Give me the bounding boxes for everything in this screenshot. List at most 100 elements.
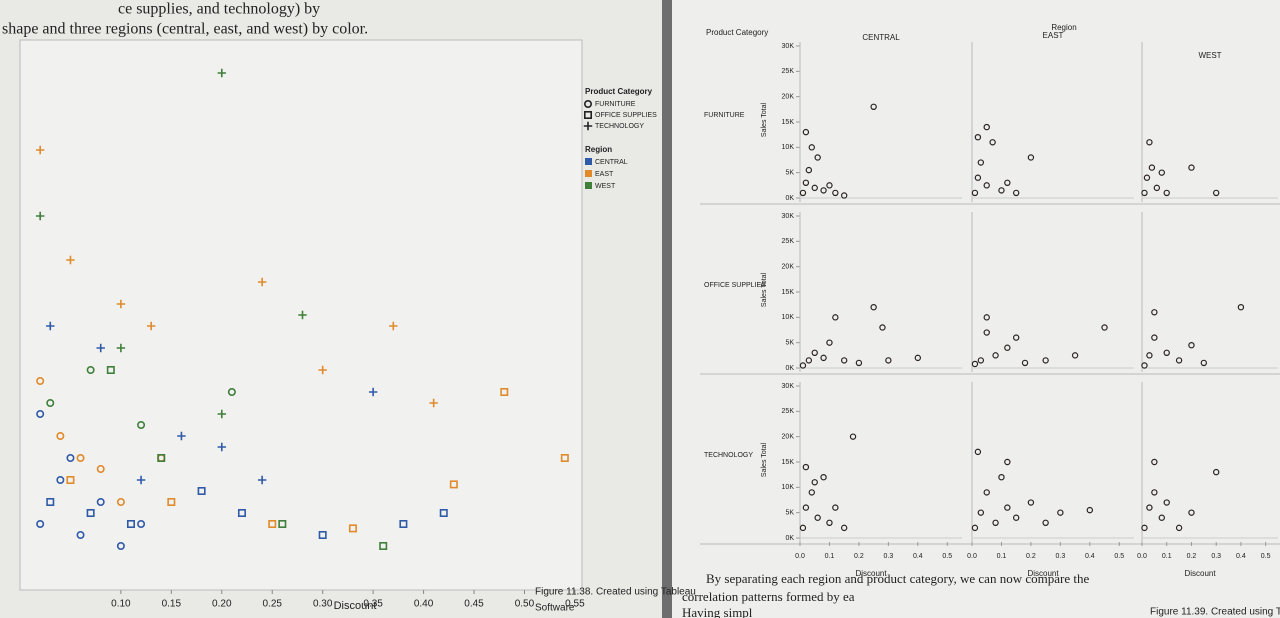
- point: [840, 192, 848, 199]
- point: [116, 299, 126, 309]
- row-header: OFFICE SUPPLIES: [704, 282, 766, 289]
- point: [974, 448, 982, 456]
- point: [1141, 362, 1148, 369]
- legend-shape: [583, 121, 593, 131]
- y-tick-label: 25K: [782, 238, 795, 245]
- x-tick-label: 0.1: [825, 553, 835, 560]
- point: [268, 519, 277, 528]
- point: [36, 519, 45, 528]
- point: [820, 474, 827, 481]
- point: [56, 431, 65, 440]
- point: [914, 354, 922, 362]
- legend-shape: [583, 100, 592, 109]
- point: [992, 519, 999, 527]
- point: [217, 68, 226, 78]
- point: [870, 103, 877, 111]
- point: [879, 324, 886, 331]
- point: [826, 519, 833, 527]
- x-tick-label: 0.4: [913, 553, 923, 560]
- point: [983, 182, 990, 189]
- point: [832, 504, 839, 511]
- legend-label: TECHNOLOGY: [595, 123, 644, 130]
- point: [429, 398, 438, 408]
- legend-swatch: [585, 158, 592, 165]
- point: [983, 489, 990, 496]
- point: [86, 365, 95, 374]
- y-tick-label: 10K: [782, 314, 795, 321]
- point: [808, 489, 815, 496]
- y-tick-label: 15K: [782, 289, 795, 296]
- point: [802, 463, 810, 471]
- point: [1188, 342, 1195, 349]
- col-header: WEST: [1198, 51, 1221, 60]
- point: [849, 433, 857, 440]
- caption: Figure 11.38. Created using Tableau: [535, 587, 696, 598]
- y-axis-label: Sales Total: [761, 273, 768, 308]
- point: [870, 304, 877, 311]
- point: [805, 357, 813, 364]
- y-tick-label: 20K: [782, 94, 795, 101]
- point: [1151, 309, 1158, 316]
- x-tick-label: 0.40: [414, 599, 434, 610]
- point: [106, 365, 115, 374]
- point: [983, 123, 990, 131]
- point: [500, 387, 509, 396]
- point: [1042, 357, 1049, 364]
- point: [826, 339, 833, 346]
- y-axis-label: Sales Total: [761, 103, 768, 138]
- legend-label: EAST: [595, 171, 614, 178]
- legend-swatch: [585, 182, 592, 189]
- x-tick-label: 0.15: [162, 599, 182, 610]
- x-tick-label: 0.2: [1026, 553, 1036, 560]
- point: [126, 519, 135, 528]
- row-header: FURNITURE: [704, 112, 745, 119]
- x-tick-label: 0.10: [111, 599, 131, 610]
- point: [971, 360, 979, 368]
- right-page: [672, 0, 1280, 618]
- point: [799, 189, 807, 197]
- x-tick-label: 0.4: [1236, 553, 1246, 560]
- point: [1004, 458, 1011, 466]
- point: [855, 359, 863, 367]
- point: [1004, 179, 1011, 186]
- point: [832, 189, 839, 197]
- caption: Figure 11.39. Created using Tablea: [1150, 607, 1280, 618]
- point: [389, 321, 398, 331]
- point: [820, 187, 827, 194]
- point: [36, 376, 45, 385]
- point: [35, 145, 45, 155]
- point: [1175, 357, 1183, 364]
- x-tick-label: 0.25: [262, 599, 282, 610]
- point: [66, 453, 75, 462]
- point: [66, 475, 75, 484]
- row-header: TECHNOLOGY: [704, 452, 753, 459]
- point: [368, 387, 378, 397]
- point: [56, 475, 65, 484]
- y-tick-label: 30K: [782, 43, 795, 50]
- point: [227, 387, 236, 396]
- point: [1163, 189, 1170, 197]
- point: [799, 362, 807, 369]
- point: [799, 524, 807, 532]
- point: [257, 277, 267, 287]
- x-tick-label: 0.2: [1187, 553, 1197, 560]
- y-tick-label: 30K: [782, 213, 795, 220]
- point: [1021, 359, 1029, 367]
- point: [318, 365, 327, 375]
- point: [116, 497, 125, 506]
- col-header: EAST: [1043, 31, 1064, 40]
- col-title: Region: [1051, 23, 1076, 32]
- y-tick-label: 25K: [782, 408, 795, 415]
- point: [439, 508, 448, 517]
- point: [971, 524, 979, 532]
- x-axis-label: Discount: [1184, 569, 1216, 578]
- point: [1042, 519, 1049, 527]
- point: [802, 179, 810, 186]
- point: [76, 530, 85, 539]
- x-tick-label: 0.0: [795, 553, 805, 560]
- y-tick-label: 30K: [782, 383, 795, 390]
- point: [298, 310, 307, 320]
- x-tick-label: 0.45: [464, 599, 484, 610]
- point: [1151, 489, 1158, 496]
- point: [1153, 184, 1161, 192]
